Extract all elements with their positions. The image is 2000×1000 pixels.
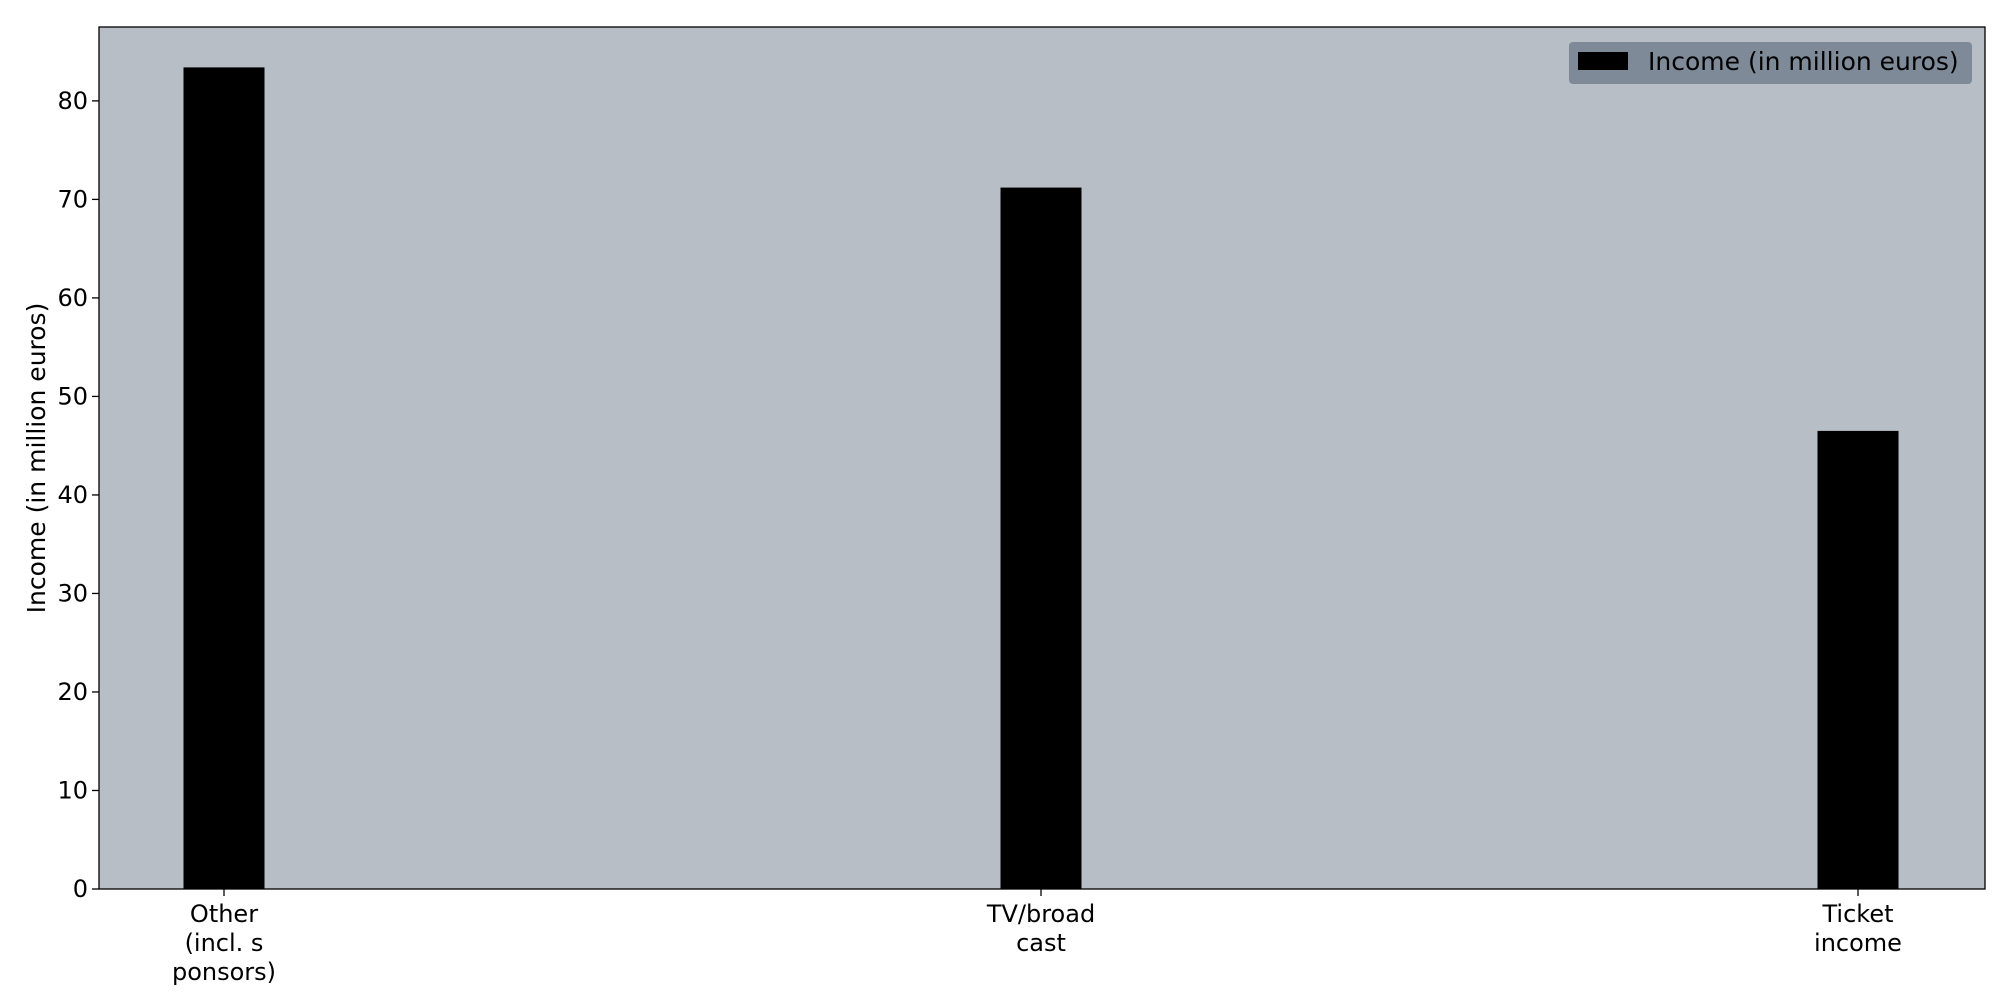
y-tick-label-8: 80 (57, 87, 88, 115)
legend-label: Income (in million euros) (1648, 47, 1959, 76)
y-axis: 0 10 20 30 40 50 60 70 80 (57, 87, 99, 903)
y-axis-title: Income (in million euros) (22, 303, 51, 614)
y-tick-label-4: 40 (57, 481, 88, 509)
y-tick-label-1: 10 (57, 776, 88, 804)
y-tick-label-0: 0 (73, 875, 88, 903)
y-tick-label-6: 60 (57, 284, 88, 312)
legend: Income (in million euros) (1569, 42, 1972, 84)
bar-1 (1000, 187, 1082, 889)
bar-2 (1817, 430, 1899, 889)
x-tick-label-1: TV/broad cast (986, 900, 1095, 957)
x-tick-label-0: Other (incl. s ponsors) (172, 900, 276, 986)
x-axis: Other (incl. s ponsors) TV/broad cast Ticket i… (172, 889, 1902, 986)
y-tick-label-3: 30 (57, 579, 88, 607)
y-tick-label-5: 50 (57, 382, 88, 410)
y-tick-label-2: 20 (57, 678, 88, 706)
y-tick-label-7: 70 (57, 185, 88, 213)
legend-swatch (1578, 52, 1628, 70)
legend-box (1569, 42, 1972, 84)
bars-group (183, 67, 1899, 889)
x-tick-label-2: Ticket income (1814, 900, 1902, 957)
bar-0 (183, 67, 265, 889)
